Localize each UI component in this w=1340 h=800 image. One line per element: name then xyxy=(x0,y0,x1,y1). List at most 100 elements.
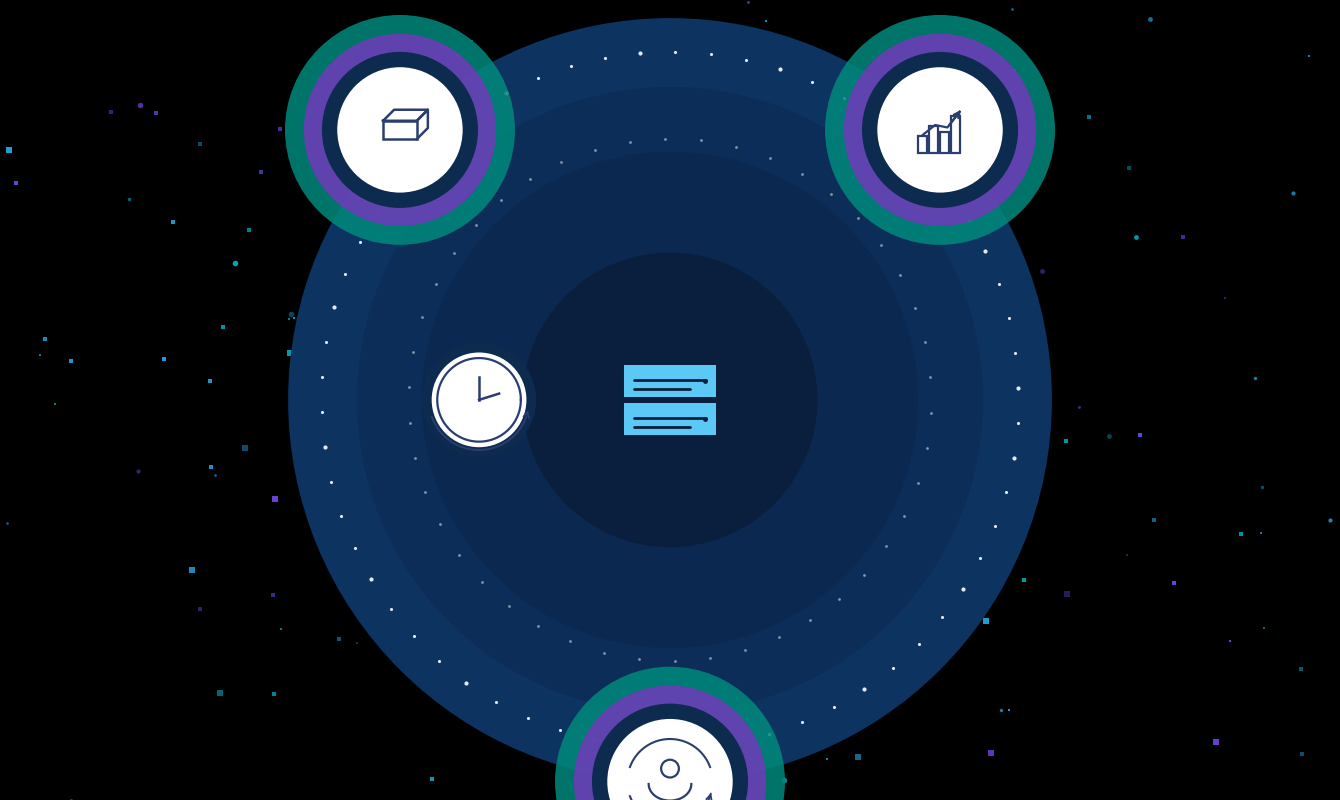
Point xyxy=(816,753,838,766)
Point xyxy=(1001,3,1022,16)
Point xyxy=(737,0,758,9)
Point xyxy=(560,42,582,54)
Point xyxy=(931,611,953,624)
Point xyxy=(283,311,304,324)
Point xyxy=(1079,110,1100,123)
Point xyxy=(584,143,606,156)
Point xyxy=(998,311,1020,324)
Point xyxy=(318,468,339,481)
Point xyxy=(1099,430,1120,442)
Point xyxy=(1068,401,1089,414)
Point xyxy=(456,676,477,689)
Point xyxy=(903,302,925,314)
Point xyxy=(234,442,256,455)
Point xyxy=(360,573,382,586)
Ellipse shape xyxy=(862,52,1018,208)
Point xyxy=(280,307,302,320)
Point xyxy=(769,718,791,731)
Point xyxy=(402,345,423,358)
Point xyxy=(712,734,733,747)
Point xyxy=(694,374,716,387)
Point xyxy=(1163,577,1185,590)
Point xyxy=(888,269,910,282)
Point xyxy=(863,110,884,123)
Point xyxy=(0,758,7,770)
Point xyxy=(801,76,823,89)
Point xyxy=(1205,736,1226,749)
Point xyxy=(958,214,980,226)
Point xyxy=(854,568,875,581)
Point xyxy=(44,398,66,410)
Point xyxy=(279,313,300,326)
Point xyxy=(1320,514,1340,526)
Point xyxy=(792,716,813,729)
Point xyxy=(1008,382,1029,394)
Point xyxy=(619,135,641,148)
Point xyxy=(1298,49,1320,62)
Point xyxy=(490,194,512,207)
Point xyxy=(568,726,590,738)
Point xyxy=(549,724,571,737)
Point xyxy=(824,701,846,714)
Point xyxy=(890,133,911,146)
Point xyxy=(694,413,716,426)
Ellipse shape xyxy=(322,52,478,208)
Point xyxy=(854,682,875,695)
Point xyxy=(985,147,1006,160)
Point xyxy=(348,235,370,248)
Point xyxy=(367,205,389,218)
Point xyxy=(756,14,777,27)
Point xyxy=(699,47,721,60)
FancyBboxPatch shape xyxy=(624,403,716,435)
Point xyxy=(976,614,997,627)
Point xyxy=(820,188,842,201)
Point xyxy=(724,736,745,749)
Ellipse shape xyxy=(607,719,733,800)
Point xyxy=(485,695,507,708)
Point xyxy=(271,622,292,635)
Point xyxy=(630,46,651,59)
Point xyxy=(847,750,868,763)
Point xyxy=(323,502,344,514)
Point xyxy=(1252,480,1273,493)
Point xyxy=(974,245,996,258)
Point xyxy=(1290,747,1312,760)
Point xyxy=(882,662,903,674)
Ellipse shape xyxy=(304,34,496,226)
Ellipse shape xyxy=(338,67,462,193)
Point xyxy=(607,735,628,748)
Point xyxy=(674,740,695,753)
Ellipse shape xyxy=(422,152,918,648)
Point xyxy=(665,46,686,58)
Point xyxy=(237,224,259,237)
Point xyxy=(773,774,795,786)
Point xyxy=(314,441,335,454)
Point xyxy=(344,542,366,554)
Point xyxy=(689,741,710,754)
Point xyxy=(264,688,285,701)
Point xyxy=(403,630,425,642)
Point xyxy=(328,633,350,646)
Point xyxy=(587,48,608,61)
Point xyxy=(1056,434,1077,447)
Point xyxy=(595,51,616,64)
Point xyxy=(654,132,675,145)
Point xyxy=(398,381,419,394)
Point xyxy=(335,267,356,280)
Point xyxy=(1139,12,1160,25)
Point xyxy=(990,703,1012,716)
Ellipse shape xyxy=(574,686,766,800)
Point xyxy=(60,794,82,800)
Point xyxy=(938,185,959,198)
Point xyxy=(5,177,27,190)
Point xyxy=(894,510,915,522)
Ellipse shape xyxy=(285,15,515,245)
Point xyxy=(0,517,17,530)
Point xyxy=(346,637,367,650)
Point xyxy=(758,727,780,740)
Point xyxy=(1005,385,1026,398)
Point xyxy=(517,711,539,724)
Point xyxy=(263,588,284,601)
Point xyxy=(387,176,409,189)
Point xyxy=(847,211,868,224)
